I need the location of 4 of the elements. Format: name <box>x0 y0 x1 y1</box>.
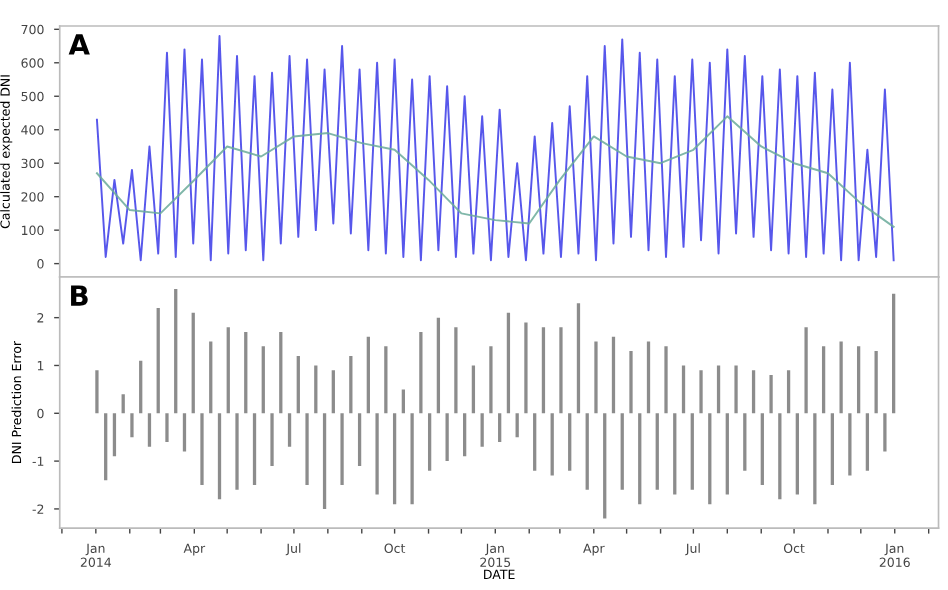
line-series <box>95 35 895 262</box>
line-series <box>95 115 895 228</box>
annotation: A <box>68 34 90 55</box>
annotation: B <box>71 285 88 306</box>
